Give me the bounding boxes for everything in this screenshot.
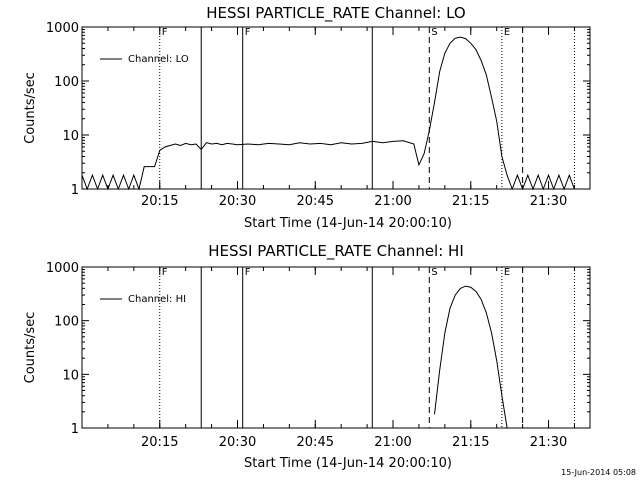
x-tick-label: 20:15 bbox=[141, 435, 178, 450]
marker-label: F bbox=[162, 267, 168, 278]
x-tick-label: 21:15 bbox=[452, 194, 489, 209]
marker-label: F bbox=[162, 27, 168, 38]
y-tick-label: 10 bbox=[62, 129, 79, 144]
x-tick-label: 20:45 bbox=[297, 435, 334, 450]
x-axis-label: Start Time (14-Jun-14 20:00:10) bbox=[244, 456, 452, 471]
y-tick-label: 10 bbox=[62, 368, 79, 383]
legend-entry: Channel: LO bbox=[128, 54, 189, 65]
y-axis-label: Counts/sec bbox=[23, 72, 38, 144]
legend-entry: Channel: HI bbox=[128, 294, 186, 305]
marker-label: E bbox=[504, 267, 510, 278]
plot-frame bbox=[81, 26, 591, 190]
y-tick-label: 1000 bbox=[46, 21, 79, 36]
panel-lo: HESSI PARTICLE_RATE Channel: LO 1 10 100 100… bbox=[23, 4, 591, 231]
marker-label: S bbox=[431, 267, 437, 278]
series-line bbox=[81, 36, 575, 191]
marker-label: S bbox=[431, 27, 437, 38]
x-tick-label: 20:45 bbox=[297, 194, 334, 209]
plot-frame bbox=[81, 266, 591, 429]
x-tick-label: 21:30 bbox=[530, 194, 567, 209]
chart-title: HESSI PARTICLE_RATE Channel: HI bbox=[208, 242, 464, 261]
x-tick-label: 20:30 bbox=[219, 435, 256, 450]
y-tick-label: 1 bbox=[71, 422, 79, 437]
y-axis-label: Counts/sec bbox=[23, 312, 38, 384]
x-tick-label: 20:15 bbox=[141, 194, 178, 209]
x-tick-label: 20:30 bbox=[219, 194, 256, 209]
x-axis-label: Start Time (14-Jun-14 20:00:10) bbox=[244, 216, 452, 231]
marker-label: E bbox=[504, 27, 510, 38]
y-tick-label: 100 bbox=[54, 315, 79, 330]
x-tick-label: 21:00 bbox=[374, 435, 411, 450]
marker-label: F bbox=[245, 267, 251, 278]
chart-title: HESSI PARTICLE_RATE Channel: LO bbox=[206, 4, 465, 23]
panel-hi: HESSI PARTICLE_RATE Channel: HI 1 10 100 100… bbox=[23, 242, 591, 471]
y-tick-label: 100 bbox=[54, 75, 79, 90]
y-tick-label: 1 bbox=[71, 183, 79, 198]
series-line bbox=[434, 285, 508, 429]
y-tick-label: 1000 bbox=[46, 261, 79, 276]
footer-timestamp: 15-Jun-2014 05:08 bbox=[561, 468, 636, 477]
x-tick-label: 21:00 bbox=[374, 194, 411, 209]
marker-label: F bbox=[245, 27, 251, 38]
x-tick-label: 21:15 bbox=[452, 435, 489, 450]
x-tick-label: 21:30 bbox=[530, 435, 567, 450]
